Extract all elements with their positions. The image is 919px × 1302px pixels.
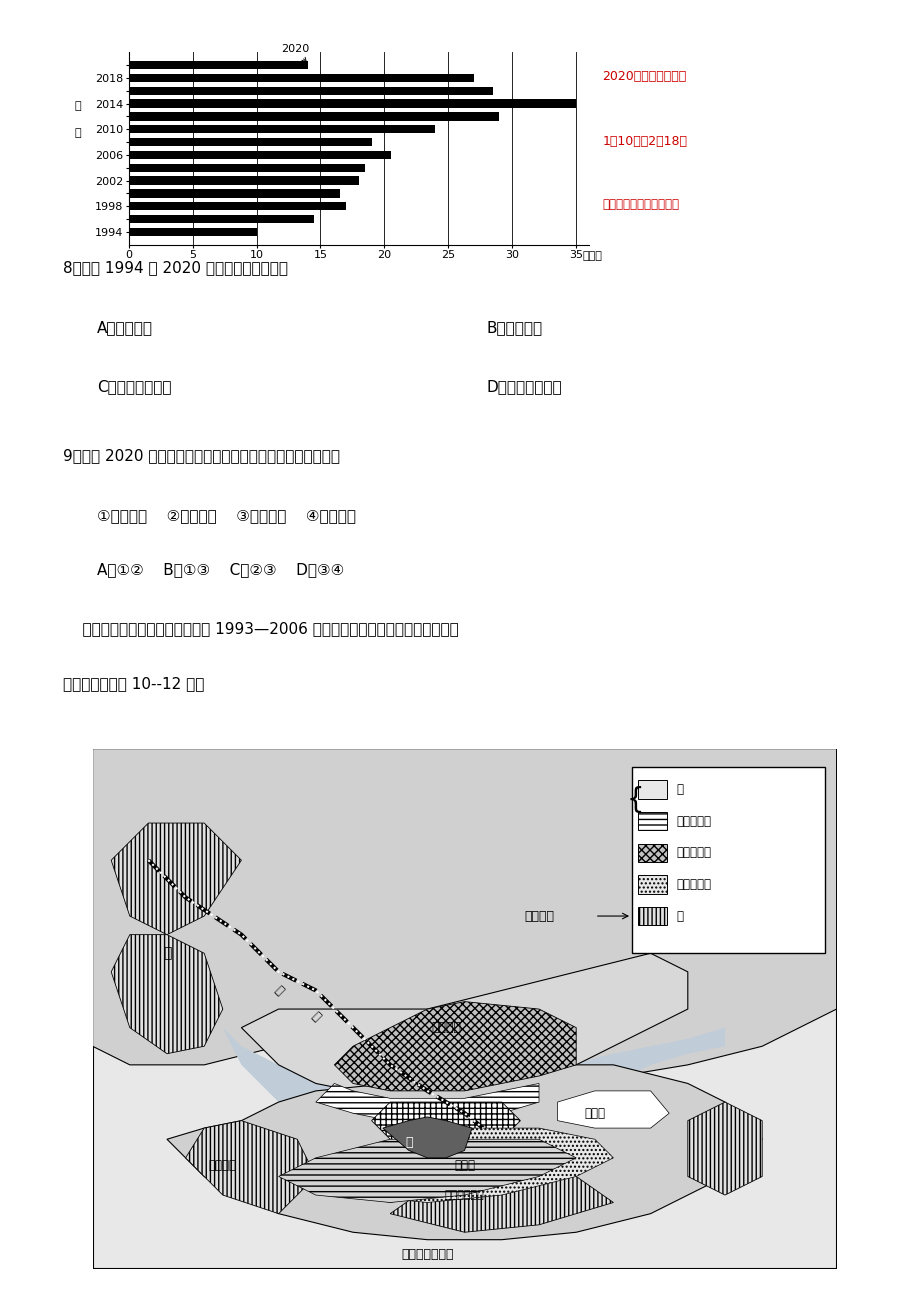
- Polygon shape: [186, 1121, 315, 1213]
- Text: 高级住宅区: 高级住宅区: [675, 878, 711, 891]
- Text: 8．我国 1994 至 2020 年春运总客运量变化: 8．我国 1994 至 2020 年春运总客运量变化: [62, 260, 288, 276]
- Text: 半山区: 半山区: [454, 1159, 474, 1172]
- Bar: [631, 767, 824, 953]
- Text: 九　　龙: 九 龙: [430, 1021, 460, 1034]
- Text: 乙: 乙: [163, 947, 171, 961]
- Text: 下面为香港城市土地利用简图和 1993—2006 年香港主要土地利用类型及其变化统: 下面为香港城市土地利用简图和 1993—2006 年香港主要土地利用类型及其变化…: [62, 621, 459, 637]
- Bar: [637, 812, 666, 831]
- Bar: [637, 906, 666, 926]
- Text: 乙: 乙: [675, 910, 683, 923]
- Text: 香　　港　　岛: 香 港 岛: [401, 1249, 453, 1262]
- Bar: [129, 228, 256, 236]
- Text: A．①②    B．①③    C．②③    D．③④: A．①② B．①③ C．②③ D．③④: [96, 562, 344, 577]
- Polygon shape: [382, 1117, 471, 1157]
- Bar: [129, 112, 499, 121]
- Bar: [129, 86, 493, 95]
- Bar: [637, 875, 666, 893]
- Polygon shape: [93, 749, 835, 1083]
- Polygon shape: [111, 823, 241, 935]
- Bar: [129, 151, 391, 159]
- Bar: [129, 202, 346, 211]
- Bar: [129, 74, 473, 82]
- Text: 计图。读图完成 10--12 题。: 计图。读图完成 10--12 题。: [62, 676, 204, 691]
- Polygon shape: [278, 1139, 575, 1203]
- Bar: [129, 176, 358, 185]
- Polygon shape: [390, 1177, 613, 1232]
- Polygon shape: [687, 1101, 761, 1195]
- Text: B．波状起伏: B．波状起伏: [485, 320, 541, 335]
- Text: C．先增多后减少: C．先增多后减少: [96, 379, 171, 395]
- Text: A．持续增多: A．持续增多: [96, 320, 153, 335]
- Text: 份: 份: [74, 128, 82, 138]
- Polygon shape: [557, 1091, 668, 1128]
- Text: 甲: 甲: [675, 783, 683, 796]
- Text: 2020年春运起止日期: 2020年春运起止日期: [602, 70, 686, 83]
- Text: 甲: 甲: [404, 1137, 412, 1150]
- Bar: [637, 844, 666, 862]
- Text: （腊月十六至正月廿五）: （腊月十六至正月廿五）: [602, 198, 679, 211]
- Text: 低级住宅区: 低级住宅区: [675, 846, 711, 859]
- Polygon shape: [315, 1083, 539, 1121]
- Bar: [129, 125, 435, 133]
- Text: 1月10日至2月18日: 1月10日至2月18日: [602, 135, 686, 148]
- Text: 9．我国 2020 年春运总客运量呈断崖式下降，主要影响因素有: 9．我国 2020 年春运总客运量呈断崖式下降，主要影响因素有: [62, 448, 339, 464]
- Polygon shape: [241, 953, 687, 1101]
- Text: 铁: 铁: [309, 1009, 323, 1023]
- Bar: [129, 215, 313, 223]
- Text: 2020: 2020: [280, 44, 309, 62]
- Text: 郊野公园: 郊野公园: [209, 1159, 236, 1172]
- Text: 年: 年: [74, 102, 82, 111]
- Text: 客运量: 客运量: [582, 251, 602, 262]
- Bar: [129, 189, 339, 198]
- Polygon shape: [222, 1027, 724, 1147]
- Text: ①经济发展    ②自然因素    ③国家政策    ④社会文化: ①经济发展 ②自然因素 ③国家政策 ④社会文化: [96, 508, 356, 523]
- Polygon shape: [315, 1128, 613, 1203]
- Bar: [637, 780, 666, 799]
- Bar: [129, 61, 307, 69]
- Text: {: {: [626, 786, 643, 814]
- Text: 避风塘: 避风塘: [584, 1107, 605, 1120]
- Text: 地: 地: [271, 983, 286, 997]
- Polygon shape: [111, 935, 222, 1053]
- Polygon shape: [371, 1101, 520, 1151]
- Polygon shape: [334, 1001, 575, 1091]
- Bar: [129, 99, 575, 108]
- Bar: [129, 138, 371, 146]
- Text: D．先减少后增多: D．先减少后增多: [485, 379, 562, 395]
- Bar: [129, 164, 365, 172]
- Text: 混合功能区: 混合功能区: [675, 815, 711, 828]
- Text: 山顶郊野公园: 山顶郊野公园: [444, 1190, 484, 1200]
- Text: 中心城区: 中心城区: [524, 910, 553, 923]
- Polygon shape: [167, 1065, 761, 1240]
